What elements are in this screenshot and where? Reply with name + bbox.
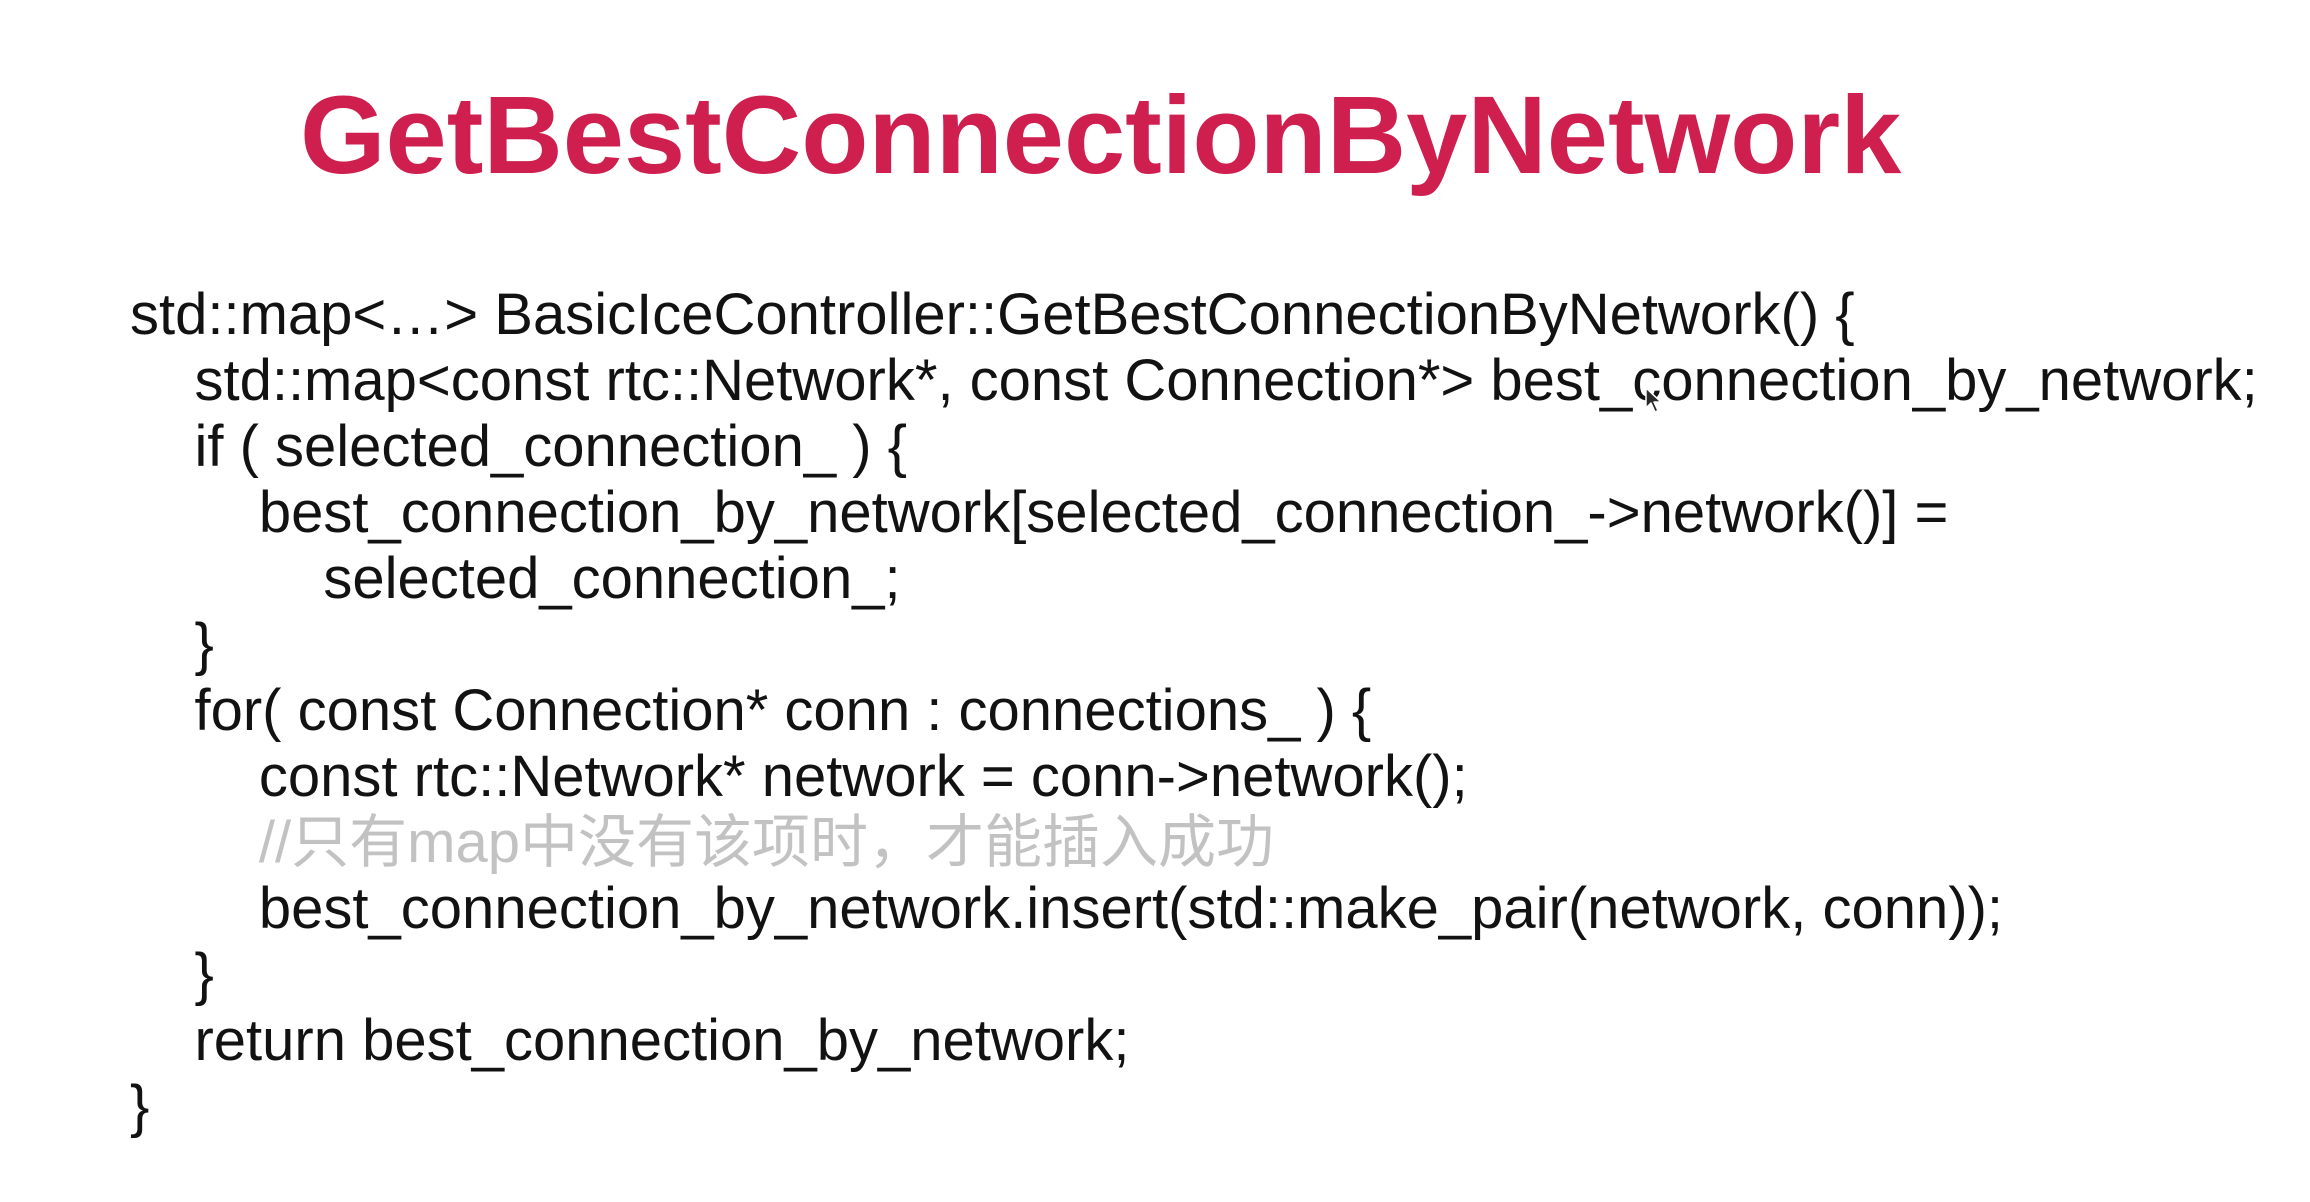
code-line: return best_connection_by_network; <box>130 1008 1130 1073</box>
code-line: for( const Connection* conn : connection… <box>130 678 1372 743</box>
code-line: std::map<const rtc::Network*, const Conn… <box>130 348 2258 413</box>
slide-title: GetBestConnectionByNetwork <box>300 74 1902 197</box>
code-line: best_connection_by_network.insert(std::m… <box>130 876 2003 941</box>
code-line: selected_connection_; <box>130 546 901 611</box>
code-line: } <box>130 612 214 677</box>
code-line: } <box>130 942 214 1007</box>
code-line: const rtc::Network* network = conn->netw… <box>130 744 1468 809</box>
code-block: std::map<…> BasicIceController::GetBestC… <box>130 282 2290 1140</box>
code-line: best_connection_by_network[selected_conn… <box>130 480 1949 545</box>
mouse-cursor-icon <box>1645 387 1662 413</box>
code-line: } <box>130 1074 150 1139</box>
code-line: if ( selected_connection_ ) { <box>130 414 907 479</box>
code-line: std::map<…> BasicIceController::GetBestC… <box>130 282 1855 347</box>
code-comment: //只有map中没有该项时，才能插入成功 <box>130 810 1274 875</box>
